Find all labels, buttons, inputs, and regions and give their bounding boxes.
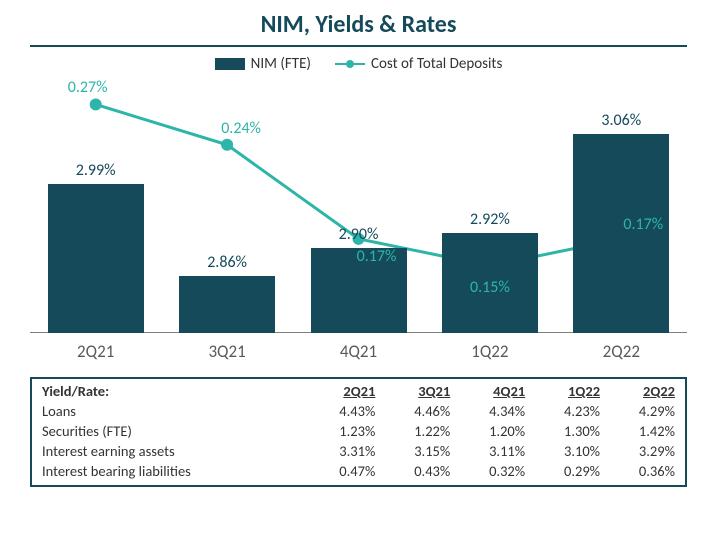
legend-item-line: Cost of Total Deposits: [335, 55, 502, 73]
x-axis-label: 2Q22: [603, 341, 640, 362]
table-cell: 4.29%: [604, 401, 679, 421]
line-value-label: 0.15%: [450, 278, 530, 297]
line-value-label: 0.24%: [201, 119, 281, 138]
table-column-header: 4Q21: [454, 381, 529, 401]
bar-value-label: 3.06%: [551, 111, 691, 130]
table-column-header: 2Q21: [304, 381, 379, 401]
bar-value-label: 2.99%: [26, 161, 166, 180]
table-column-header: 1Q22: [529, 381, 604, 401]
x-axis-labels: 2Q21 3Q21 4Q21 1Q22 2Q22: [30, 341, 687, 371]
table-header-label: Yield/Rate:: [38, 381, 304, 401]
table-cell: 0.36%: [604, 461, 679, 481]
table-cell: 4.43%: [304, 401, 379, 421]
title-rule: [30, 45, 687, 47]
table-cell: 0.47%: [304, 461, 379, 481]
table-row: Interest earning assets3.31%3.15%3.11%3.…: [38, 441, 679, 461]
line-marker: [221, 139, 233, 151]
x-axis-label: 4Q21: [340, 341, 377, 362]
legend: NIM (FTE) Cost of Total Deposits: [0, 55, 717, 73]
table-cell: 3.11%: [454, 441, 529, 461]
bar: [179, 276, 275, 333]
table-cell: 1.22%: [379, 421, 454, 441]
table-column-header: 2Q22: [604, 381, 679, 401]
table-cell: 3.31%: [304, 441, 379, 461]
line-marker: [90, 98, 102, 110]
bar-value-label: 2.92%: [420, 210, 560, 229]
table-cell: 4.34%: [454, 401, 529, 421]
x-axis-label: 2Q21: [77, 341, 114, 362]
x-axis-label: 3Q21: [208, 341, 245, 362]
bar-swatch: [215, 58, 245, 70]
table-cell: 3.15%: [379, 441, 454, 461]
line-value-label: 0.17%: [337, 247, 417, 266]
row-label: Interest bearing liabilities: [38, 461, 304, 481]
table-cell: 0.32%: [454, 461, 529, 481]
row-label: Securities (FTE): [38, 421, 304, 441]
legend-bar-label: NIM (FTE): [251, 55, 311, 73]
table-cell: 4.23%: [529, 401, 604, 421]
table-cell: 0.43%: [379, 461, 454, 481]
table-row: Interest bearing liabilities0.47%0.43%0.…: [38, 461, 679, 481]
bar-value-label: 2.86%: [157, 253, 297, 272]
table-cell: 1.42%: [604, 421, 679, 441]
row-label: Interest earning assets: [38, 441, 304, 461]
chart-area: 2.99%2.86%2.90%2.92%3.06% 2Q213Q214Q211Q…: [30, 81, 687, 371]
table-cell: 1.23%: [304, 421, 379, 441]
table-cell: 3.29%: [604, 441, 679, 461]
table-header-row: Yield/Rate:2Q213Q214Q211Q222Q22: [38, 381, 679, 401]
chart-title: NIM, Yields & Rates: [0, 0, 717, 39]
table-cell: 4.46%: [379, 401, 454, 421]
line-value-label: 0.17%: [603, 215, 683, 234]
bar-value-label: 2.90%: [289, 225, 429, 244]
table-cell: 3.10%: [529, 441, 604, 461]
legend-item-bar: NIM (FTE): [215, 55, 311, 73]
table-column-header: 3Q21: [379, 381, 454, 401]
yield-rate-table: Yield/Rate:2Q213Q214Q211Q222Q22Loans4.43…: [30, 377, 687, 487]
line-swatch: [335, 63, 365, 65]
legend-line-label: Cost of Total Deposits: [371, 55, 502, 73]
table-row: Securities (FTE)1.23%1.22%1.20%1.30%1.42…: [38, 421, 679, 441]
table-row: Loans4.43%4.46%4.34%4.23%4.29%: [38, 401, 679, 421]
line-value-label: 0.27%: [48, 78, 128, 97]
row-label: Loans: [38, 401, 304, 421]
table-cell: 1.20%: [454, 421, 529, 441]
x-axis-label: 1Q22: [471, 341, 508, 362]
table-cell: 0.29%: [529, 461, 604, 481]
bar: [48, 184, 144, 333]
plot-region: 2.99%2.86%2.90%2.92%3.06%: [30, 91, 687, 333]
table-cell: 1.30%: [529, 421, 604, 441]
